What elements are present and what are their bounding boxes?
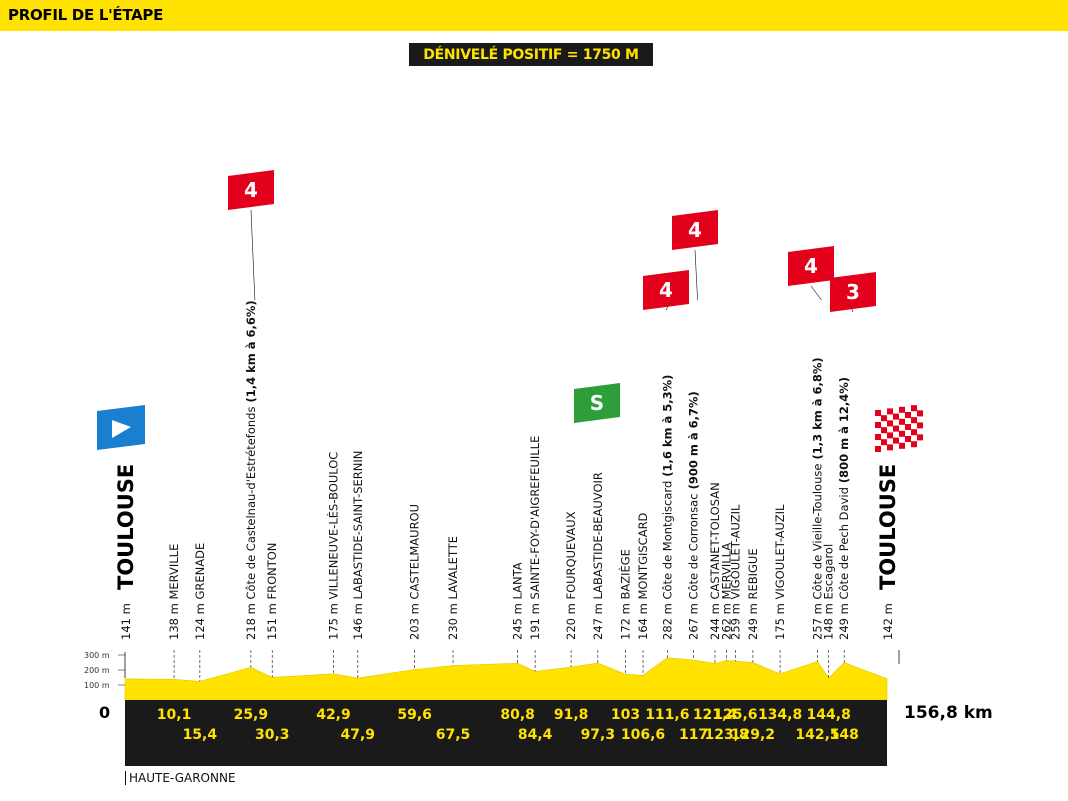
waypoint-label: 262 m MERVILLA (720, 543, 734, 640)
waypoint-label: 124 m GRENADE (193, 543, 207, 640)
waypoint-label: 249 m REBIGUE (746, 548, 760, 640)
km-marker: 106,6 (621, 727, 665, 743)
km-marker: 142,5 (795, 727, 839, 743)
waypoint-label: 175 m VILLENEUVE-LÈS-BOULOC (325, 452, 340, 640)
km-marker: 10,1 (157, 707, 192, 723)
waypoint-label: 257 m Côte de Vieille-Toulouse (1,3 km à… (811, 357, 825, 640)
km-marker: 15,4 (183, 727, 218, 743)
waypoint-label: 148 m Escagarol (822, 544, 836, 640)
km-marker: 80,8 (500, 707, 535, 723)
elevation-profile (124, 657, 888, 766)
svg-text:4: 4 (244, 178, 258, 202)
scale-label: 300 m (84, 651, 110, 660)
km-marker: 42,9 (316, 707, 351, 723)
climb-category-flag: 3 (830, 272, 876, 312)
waypoint-label: 175 m VIGOULET-AUZIL (773, 504, 787, 640)
km-marker: 59,6 (397, 707, 432, 723)
elevation-gain-badge: DÉNIVELÉ POSITIF = 1750 M (409, 43, 653, 66)
start-km: 0 (99, 703, 111, 722)
waypoint-label: 247 m LABASTIDE-BEAUVOIR (591, 472, 605, 640)
finish-checkered-flag-icon (875, 405, 923, 452)
km-marker: 111,6 (645, 707, 689, 723)
climb-category-flag: 4 (228, 170, 274, 210)
km-marker: 84,4 (518, 727, 553, 743)
climb-category-flag: 4 (788, 246, 834, 286)
svg-text:4: 4 (688, 218, 702, 242)
waypoint-label: 230 m LAVALETTE (446, 536, 460, 640)
waypoint-label: 282 m Côte de Montgiscard (1,6 km à 5,3%… (660, 375, 674, 640)
waypoint-label: 138 m MERVILLE (167, 544, 181, 640)
svg-text:3: 3 (846, 280, 860, 304)
waypoint-label: 244 m CASTANET-TOLOSAN (708, 482, 722, 640)
svg-text:S: S (590, 391, 604, 415)
profile-fill (124, 657, 888, 701)
km-marker: 103 (611, 707, 640, 723)
waypoint-label: 203 m CASTELMAUROU (408, 504, 422, 640)
km-marker: 123,8 (704, 727, 748, 743)
climb-flag-leader (250, 209, 256, 301)
km-band (125, 700, 887, 766)
header-bar: PROFIL DE L'ÉTAPE (0, 0, 1068, 31)
altitude-scale: 300 m 200 m 100 m (84, 651, 125, 690)
km-marker: 148 (830, 727, 859, 743)
waypoint-label: 218 m Côte de Castelnau-d'Estrétefonds (… (244, 300, 258, 640)
waypoint-label: 164 m MONTGISCARD (636, 512, 650, 640)
km-marker: 125,6 (713, 707, 757, 723)
leader-lines (124, 209, 900, 682)
km-marker: 117 (679, 727, 708, 743)
climb-flag-leader (810, 285, 822, 301)
sprint-flag-icon: S (574, 383, 620, 423)
scale-label: 100 m (84, 681, 110, 690)
waypoint-label: 220 m FOURQUEVAUX (564, 511, 578, 640)
km-marker: 30,3 (255, 727, 290, 743)
climb-category-flag: 4 (672, 210, 718, 250)
scale-label: 200 m (84, 666, 110, 675)
km-marker: 47,9 (341, 727, 376, 743)
flags: 4 4 4 4 3 S (97, 170, 923, 452)
waypoint-label: 191 m SAINTE-FOY-D'AIGREFEUILLE (528, 436, 542, 640)
km-marker: 121,4 (693, 707, 738, 723)
waypoint-label: 245 m LANTA (511, 562, 525, 640)
km-marker: 25,9 (234, 707, 269, 723)
svg-text:4: 4 (804, 254, 818, 278)
climb-flag-leader (694, 249, 698, 301)
waypoint-label: 146 m LABASTIDE-SAINT-SERNIN (351, 451, 365, 640)
waypoint-label: 151 m FRONTON (265, 543, 279, 640)
svg-text:4: 4 (659, 278, 673, 302)
km-markers: 10,1 15,4 25,9 30,3 42,9 47,9 59,667,5 80,8 84,4… (157, 707, 859, 743)
waypoint-label: 249 m Côte de Pech David (800 m à 12,4%) (837, 377, 851, 640)
climb-category-flag: 4 (643, 270, 689, 310)
waypoint-labels: 141 m TOULOUSE 142 m TOULOUSE 138 m MERVILLE… (114, 300, 900, 640)
start-altitude: 141 m (119, 603, 133, 640)
total-distance: 156,8 km (904, 703, 993, 723)
page-title: PROFIL DE L'ÉTAPE (8, 6, 164, 24)
start-name: TOULOUSE (114, 464, 138, 590)
km-marker: 91,8 (554, 707, 589, 723)
start-flag-icon (97, 405, 145, 450)
region-label: HAUTE-GARONNE (125, 771, 236, 785)
waypoint-label: 172 m BAZIÈGE (618, 549, 633, 640)
waypoint-label: 267 m Côte de Corronsac (900 m à 6,7%) (687, 391, 701, 640)
km-marker: 129,2 (731, 727, 775, 743)
km-marker: 144,8 (807, 707, 851, 723)
km-marker: 97,3 (581, 727, 616, 743)
km-marker: 134,8 (758, 707, 802, 723)
waypoint-label: 259 m VIGOULET-AUZIL (728, 504, 742, 640)
km-marker: 67,5 (436, 727, 471, 743)
finish-name: TOULOUSE (876, 464, 900, 590)
finish-altitude: 142 m (881, 603, 895, 640)
